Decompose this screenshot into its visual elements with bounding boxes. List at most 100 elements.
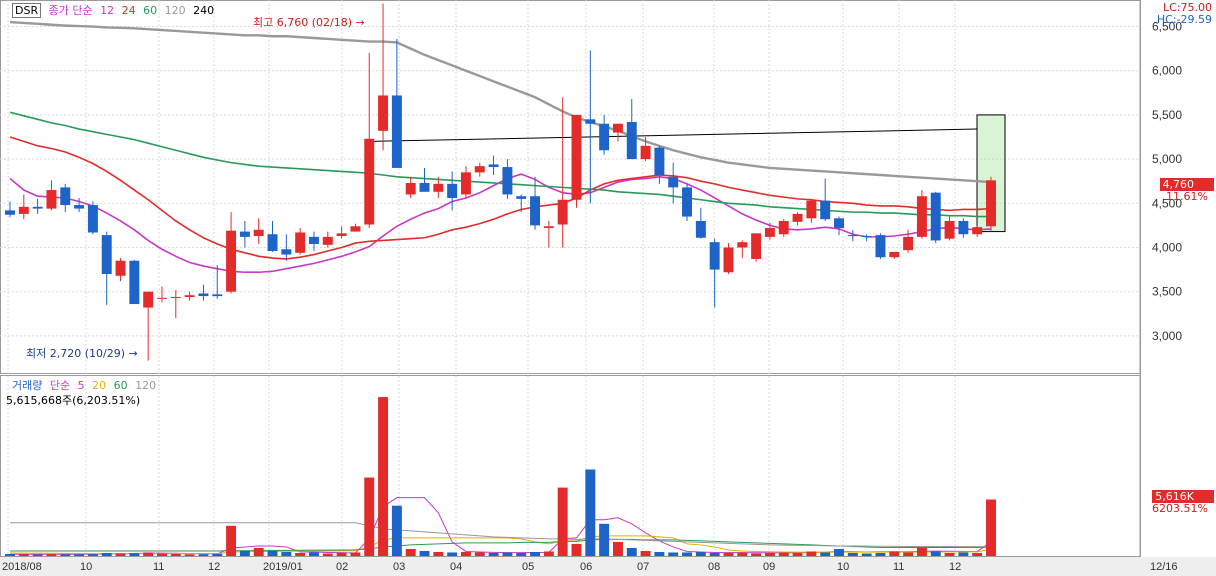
candle-body	[239, 231, 250, 237]
volume-bar	[350, 552, 361, 556]
candle-body	[751, 233, 762, 259]
candle-body	[543, 226, 554, 229]
ma12-label: 12	[100, 4, 115, 17]
price-tick-label: 4,500	[1152, 196, 1182, 210]
volume-bar	[364, 477, 375, 556]
x-tick-label: 08	[708, 561, 720, 573]
ma-line-12	[9, 173, 992, 274]
volume-bar	[834, 548, 844, 556]
volume-bar	[184, 554, 195, 556]
x-tick-label: 10	[837, 561, 849, 573]
volume-bar	[170, 553, 181, 556]
candle-body	[612, 123, 623, 133]
candle-body	[253, 229, 264, 236]
volume-bar	[612, 541, 623, 556]
volume-bar	[267, 550, 278, 556]
symbol-label[interactable]: DSR	[12, 3, 42, 18]
candle-body	[281, 249, 292, 255]
volume-bar	[972, 552, 983, 556]
volume-bar	[87, 554, 98, 556]
x-tick-label: 03	[393, 561, 405, 573]
candle-body	[640, 145, 651, 160]
ma60-label: 60	[143, 4, 158, 17]
candle-body	[530, 196, 541, 226]
volume-bar	[157, 553, 167, 556]
candle-body	[585, 119, 596, 124]
volume-bar	[695, 551, 706, 556]
volume-bar	[571, 543, 582, 556]
volume-ma-line-20	[9, 535, 992, 555]
volume-bar	[916, 547, 927, 556]
current-price-tag: 4,760	[1159, 178, 1214, 191]
volume-bar	[419, 550, 430, 556]
candle-body	[18, 206, 29, 214]
candle-body	[447, 183, 458, 198]
candle-body	[571, 114, 582, 200]
volume-bar	[875, 552, 886, 556]
volume-bar	[336, 552, 347, 556]
x-axis-strip	[0, 557, 1216, 576]
volume-legend-sub: 단순	[49, 379, 71, 392]
candle-body	[709, 242, 720, 270]
volume-bar	[668, 552, 679, 556]
x-tick-label: 09	[763, 561, 775, 573]
volume-bar	[682, 552, 693, 556]
candle-body	[986, 180, 996, 227]
candle-body	[405, 182, 416, 195]
x-tick-label: 11	[153, 561, 164, 573]
candle-body	[875, 235, 886, 258]
volume-legend: 거래량 단순 5 20 60 120	[12, 377, 160, 393]
candle-body	[764, 228, 775, 237]
volume-bar	[654, 551, 665, 556]
candle-body	[944, 220, 955, 239]
candle-body	[5, 210, 15, 215]
price-tick-label: 5,000	[1152, 152, 1182, 166]
price-tick-label: 6,000	[1152, 64, 1182, 78]
candle-body	[737, 242, 748, 248]
volume-bar	[488, 552, 499, 556]
volume-bar	[820, 552, 831, 556]
ma-line-120	[9, 20, 992, 184]
ma240-label: 240	[193, 4, 215, 17]
candle-body	[668, 176, 679, 188]
volume-bar	[281, 551, 292, 556]
volume-bar	[322, 553, 333, 556]
volume-bar	[889, 551, 900, 556]
x-tick-label: 2019/01	[263, 561, 303, 573]
price-tick-label: 5,500	[1152, 108, 1182, 122]
volume-bar	[405, 548, 416, 556]
volume-bar	[516, 552, 527, 556]
x-tick-label: 06	[580, 561, 592, 573]
high-note: 최고 6,760 (02/18) →	[253, 16, 365, 29]
x-tick-label: 12	[208, 561, 220, 573]
candle-body	[557, 199, 568, 225]
candle-body	[834, 218, 844, 229]
candle-body	[198, 293, 209, 297]
candle-body	[157, 297, 167, 299]
candle-body	[847, 235, 858, 237]
candle-body	[226, 230, 237, 292]
ma-line-240	[369, 128, 978, 142]
candle-body	[820, 200, 831, 220]
candle-body	[267, 234, 278, 252]
price-tick-label: 3,500	[1152, 285, 1182, 299]
candle-body	[184, 295, 195, 297]
volume-bar	[226, 525, 237, 556]
volume-bar	[391, 505, 402, 556]
candle-body	[778, 220, 789, 235]
candle-body	[958, 220, 969, 235]
candle-body	[488, 164, 499, 168]
volume-bar	[861, 553, 872, 556]
volume-bar	[74, 554, 85, 556]
candle-body	[308, 236, 319, 244]
volume-bar	[626, 547, 637, 556]
candle-body	[474, 166, 485, 173]
volume-bar	[944, 552, 955, 556]
volume-bar	[778, 552, 789, 556]
volume-bar	[460, 551, 471, 556]
candle-body	[74, 205, 85, 209]
candle-body	[87, 205, 98, 233]
candle-body	[46, 190, 57, 209]
candle-body	[889, 251, 900, 258]
